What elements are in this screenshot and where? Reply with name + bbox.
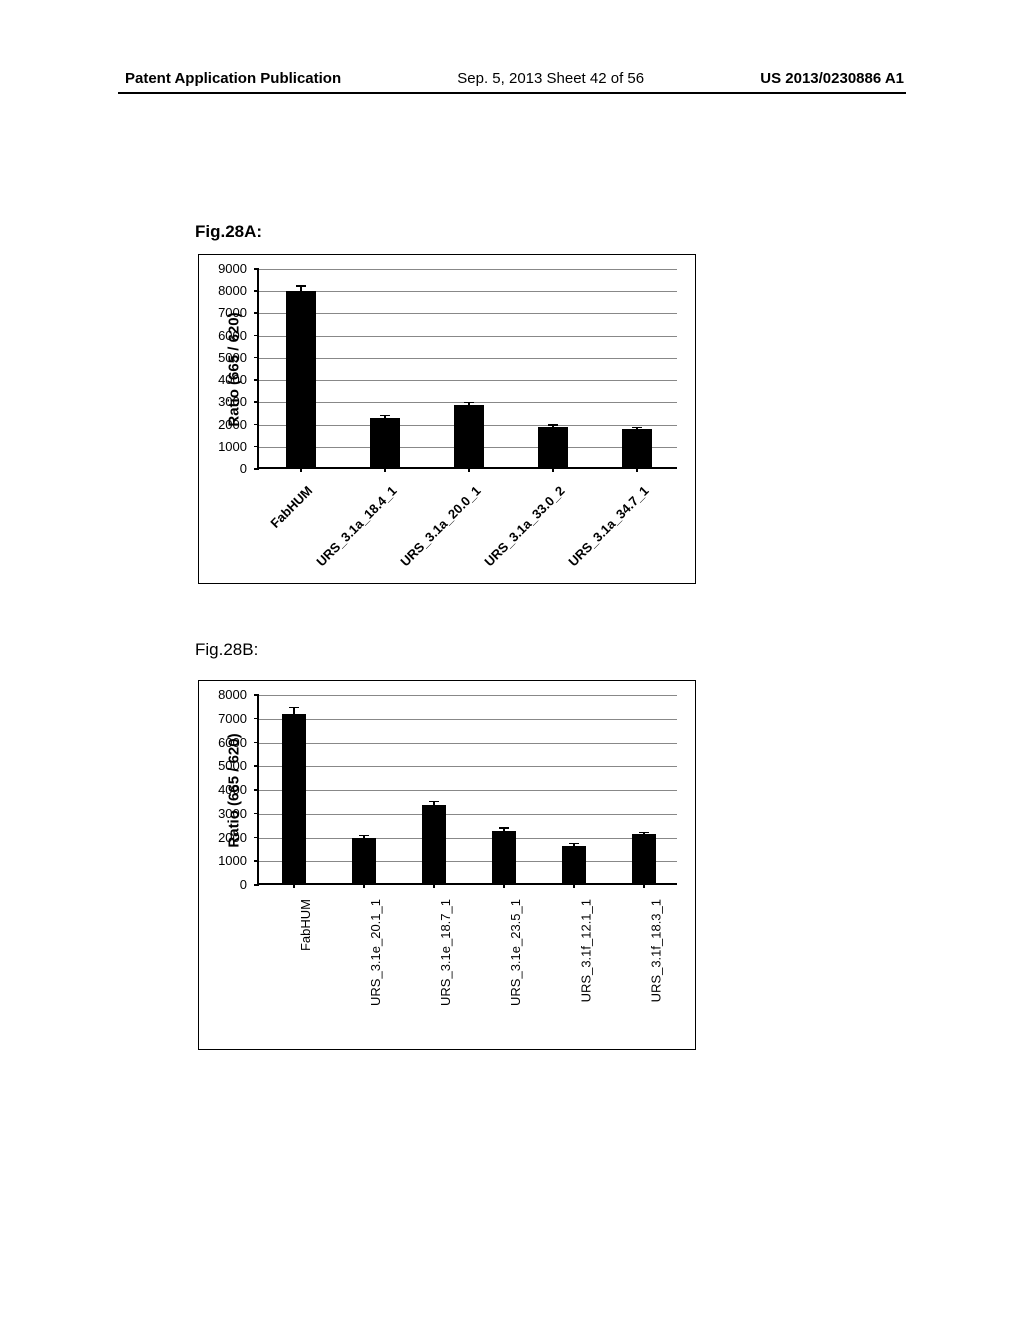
gridline xyxy=(259,269,677,270)
x-tick xyxy=(363,883,365,888)
bar xyxy=(632,834,657,883)
y-tick xyxy=(254,379,259,381)
bar xyxy=(454,405,483,467)
gridline xyxy=(259,313,677,314)
chart-plot-area: 0100020003000400050006000700080009000Rat… xyxy=(257,269,677,469)
y-tick xyxy=(254,268,259,270)
chart-plot-area: 010002000300040005000600070008000Ratio (… xyxy=(257,695,677,885)
y-tick-label: 0 xyxy=(207,461,247,476)
gridline xyxy=(259,291,677,292)
error-cap xyxy=(632,427,642,429)
y-tick-label: 1000 xyxy=(207,439,247,454)
page-header: Patent Application Publication Sep. 5, 2… xyxy=(0,70,1024,87)
y-tick xyxy=(254,742,259,744)
x-tick xyxy=(552,467,554,472)
bar xyxy=(370,418,399,467)
y-tick xyxy=(254,357,259,359)
x-tick-label: URS_3.1e_23.5_1 xyxy=(508,899,523,1006)
gridline xyxy=(259,336,677,337)
y-tick-label: 1000 xyxy=(207,853,247,868)
gridline xyxy=(259,814,677,815)
y-tick xyxy=(254,312,259,314)
y-tick xyxy=(254,424,259,426)
x-tick-label: URS_3.1e_20.1_1 xyxy=(368,899,383,1006)
y-tick xyxy=(254,446,259,448)
publication-number: US 2013/0230886 A1 xyxy=(760,70,904,87)
bar xyxy=(562,846,587,883)
bar xyxy=(286,291,315,467)
x-tick xyxy=(300,467,302,472)
x-tick xyxy=(384,467,386,472)
x-tick xyxy=(433,883,435,888)
error-cap xyxy=(548,424,558,426)
figure-b-panel: 010002000300040005000600070008000Ratio (… xyxy=(198,680,696,1050)
x-tick-label: URS_3.1a_34.7_1 xyxy=(565,483,651,569)
error-cap xyxy=(380,415,390,417)
y-tick xyxy=(254,860,259,862)
x-tick-label: URS_3.1a_20.0_1 xyxy=(397,483,483,569)
y-tick-label: 9000 xyxy=(207,261,247,276)
error-bar xyxy=(293,707,295,714)
date-sheet: Sep. 5, 2013 Sheet 42 of 56 xyxy=(457,70,644,87)
x-tick xyxy=(636,467,638,472)
error-cap xyxy=(499,827,509,829)
error-cap xyxy=(639,832,649,834)
y-tick-label: 0 xyxy=(207,877,247,892)
gridline xyxy=(259,358,677,359)
y-tick xyxy=(254,837,259,839)
y-tick xyxy=(254,335,259,337)
error-cap xyxy=(359,835,369,837)
bar xyxy=(352,838,377,883)
x-tick xyxy=(293,883,295,888)
gridline xyxy=(259,766,677,767)
x-tick-label: FabHUM xyxy=(268,483,316,531)
gridline xyxy=(259,743,677,744)
error-cap xyxy=(429,801,439,803)
y-tick xyxy=(254,468,259,470)
y-axis-label: Ratio (665 / 620) xyxy=(226,312,243,426)
y-tick xyxy=(254,813,259,815)
x-tick-label: URS_3.1f_12.1_1 xyxy=(578,899,593,1002)
y-tick xyxy=(254,718,259,720)
gridline xyxy=(259,861,677,862)
x-tick xyxy=(643,883,645,888)
x-tick-label: URS_3.1e_18.7_1 xyxy=(438,899,453,1006)
y-tick-label: 8000 xyxy=(207,283,247,298)
x-tick-label: FabHUM xyxy=(298,899,313,951)
error-cap xyxy=(296,285,306,287)
x-tick-label: URS_3.1a_18.4_1 xyxy=(313,483,399,569)
figure-a-label: Fig.28A: xyxy=(195,222,262,242)
y-tick-label: 8000 xyxy=(207,687,247,702)
publication-title: Patent Application Publication xyxy=(125,70,341,87)
y-tick xyxy=(254,765,259,767)
gridline xyxy=(259,380,677,381)
x-tick xyxy=(573,883,575,888)
bar xyxy=(282,714,307,883)
gridline xyxy=(259,790,677,791)
gridline xyxy=(259,838,677,839)
x-tick-label: URS_3.1a_33.0_2 xyxy=(481,483,567,569)
y-tick-label: 7000 xyxy=(207,711,247,726)
bar xyxy=(492,831,517,883)
gridline xyxy=(259,695,677,696)
bar xyxy=(422,805,447,883)
y-tick xyxy=(254,789,259,791)
x-tick xyxy=(468,467,470,472)
figure-a-panel: 0100020003000400050006000700080009000Rat… xyxy=(198,254,696,584)
y-tick xyxy=(254,884,259,886)
x-tick xyxy=(503,883,505,888)
y-tick xyxy=(254,290,259,292)
figure-b-label: Fig.28B: xyxy=(195,640,258,660)
y-tick xyxy=(254,401,259,403)
error-cap xyxy=(464,402,474,404)
bar xyxy=(538,427,567,467)
header-rule xyxy=(118,92,906,94)
y-tick xyxy=(254,694,259,696)
gridline xyxy=(259,719,677,720)
error-cap xyxy=(289,707,299,709)
error-cap xyxy=(569,843,579,845)
y-axis-label: Ratio (665 / 620) xyxy=(226,733,243,847)
bar xyxy=(622,429,651,467)
x-tick-label: URS_3.1f_18.3_1 xyxy=(648,899,663,1002)
